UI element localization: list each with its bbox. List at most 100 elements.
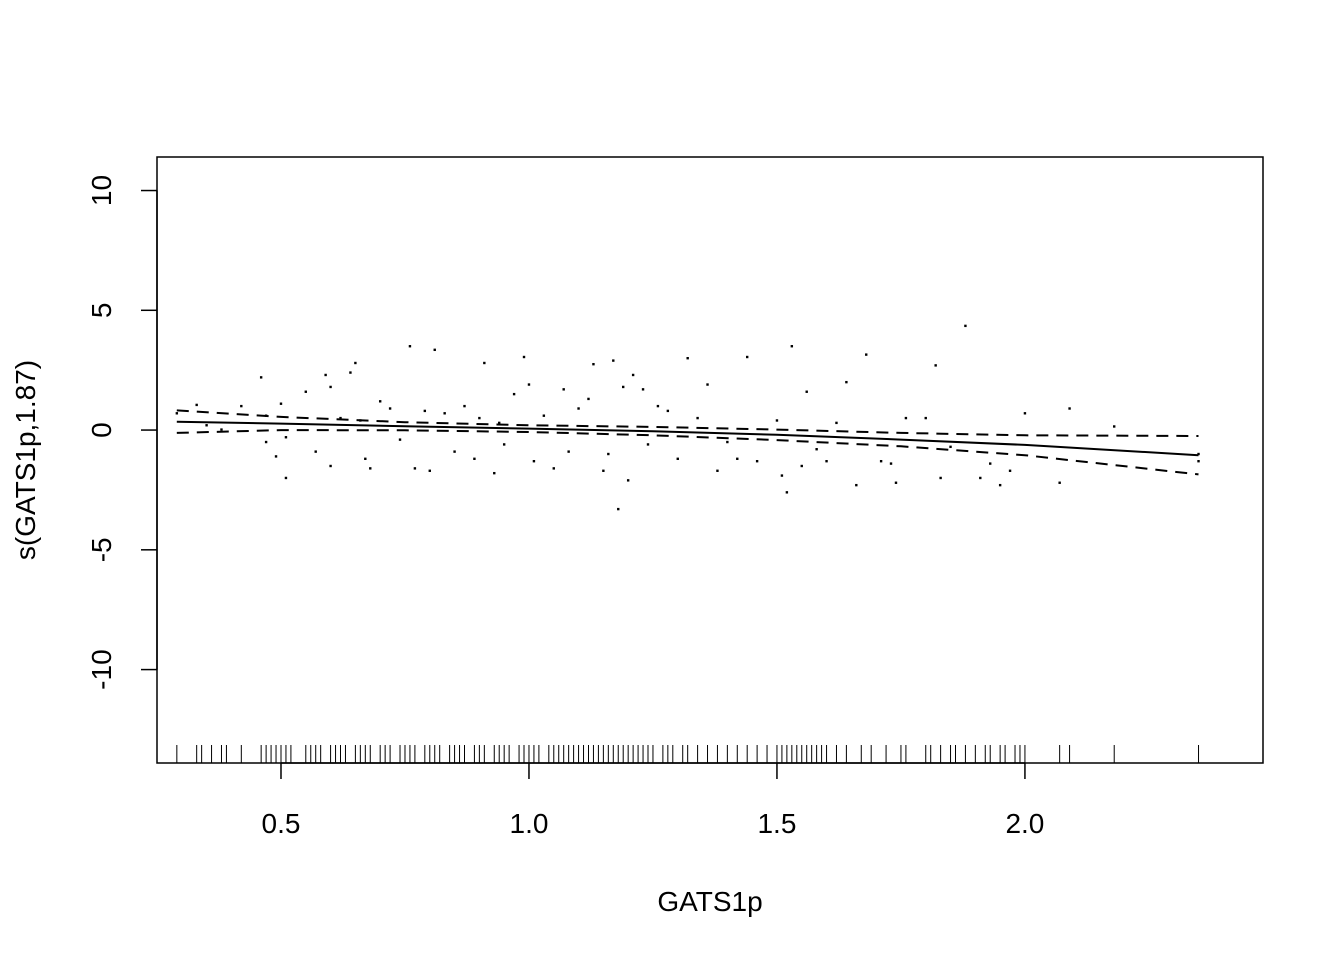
residual-point (612, 359, 615, 362)
residual-point (577, 407, 580, 410)
residual-point (264, 440, 268, 444)
residual-point (646, 443, 650, 446)
residual-point (329, 385, 332, 389)
residual-point (889, 462, 893, 465)
residual-point (364, 457, 367, 461)
residual-point (641, 388, 645, 391)
residual-point (354, 361, 357, 365)
residual-point (656, 404, 660, 408)
residual-point (408, 345, 412, 348)
residual-point (998, 483, 1002, 487)
residual-point (349, 371, 352, 374)
residual-point (562, 388, 565, 391)
residual-point (453, 450, 456, 453)
residual-point (964, 324, 967, 328)
residual-point (324, 373, 327, 377)
residual-point (463, 404, 466, 408)
residual-point (1058, 481, 1061, 484)
residual-point (195, 403, 198, 407)
residual-point (314, 450, 317, 453)
residual-point (423, 409, 427, 413)
residual-point (607, 452, 610, 456)
residual-point (602, 469, 605, 472)
x-tick-label: 1.5 (757, 808, 796, 839)
residual-point (939, 476, 942, 480)
residual-point (413, 467, 417, 470)
y-tick-label: 0 (86, 422, 117, 438)
residual-point (780, 474, 784, 477)
residual-point (825, 459, 828, 463)
residual-point (989, 462, 992, 465)
residual-point (736, 457, 739, 461)
confidence-band-line (176, 429, 1199, 476)
residual-point (775, 419, 779, 422)
residual-point (433, 348, 436, 352)
residual-point (1113, 425, 1116, 428)
residual-point (879, 459, 883, 463)
residual-point (304, 390, 307, 393)
residual-point (532, 459, 536, 463)
residual-point (934, 364, 937, 367)
residual-point (865, 353, 868, 356)
residual-point (527, 383, 531, 386)
residual-point (542, 414, 546, 417)
residual-point (493, 471, 496, 475)
residual-point (552, 467, 555, 470)
y-tick-label: -5 (86, 537, 117, 562)
residual-point (284, 476, 288, 480)
residual-point (676, 457, 679, 461)
smooth-curves (176, 409, 1199, 476)
residual-point (755, 459, 759, 463)
residual-point (398, 438, 402, 441)
residual-point (845, 380, 848, 384)
residual-point (483, 361, 486, 365)
residual-point (1008, 469, 1012, 472)
y-tick-label: -10 (86, 649, 117, 689)
residual-point (388, 407, 392, 410)
residual-point (587, 397, 590, 401)
residual-point (894, 481, 898, 484)
residual-point (473, 457, 476, 461)
residual-point (369, 467, 372, 470)
y-tick-label: 10 (86, 175, 117, 206)
smooth-fit-line (176, 420, 1199, 457)
residual-point (378, 400, 382, 403)
residual-point (855, 483, 858, 487)
residual-point (259, 376, 263, 379)
residual-point (686, 357, 689, 360)
y-axis: -10 -5 0 5 10 (86, 175, 158, 690)
x-tick-label: 1.0 (510, 808, 549, 839)
residual-point (567, 450, 570, 453)
residual-point (745, 355, 749, 359)
residual-point (696, 416, 699, 420)
residual-point (785, 491, 789, 494)
residual-point (1197, 452, 1200, 456)
residual-point (805, 390, 808, 393)
residual-point (631, 373, 635, 377)
rug-marks (176, 745, 1200, 763)
residual-point (626, 479, 630, 482)
residual-point (175, 412, 179, 415)
residual-point (815, 448, 818, 451)
residual-point (478, 416, 481, 420)
residual-point (716, 469, 719, 472)
residual-point (443, 412, 446, 415)
residual-points (175, 324, 1200, 511)
residual-point (329, 464, 332, 468)
residual-point (498, 421, 501, 425)
residual-point (949, 445, 952, 449)
x-axis-title: GATS1p (657, 886, 762, 917)
residual-point (666, 409, 670, 413)
residual-point (502, 443, 506, 446)
residual-point (979, 476, 982, 480)
residual-point (706, 383, 709, 386)
residual-point (512, 392, 516, 396)
residual-point (339, 416, 342, 420)
residual-point (284, 436, 288, 439)
residual-point (800, 464, 803, 468)
x-axis: 0.5 1.0 1.5 2.0 (262, 762, 1044, 839)
residual-point (220, 428, 223, 431)
residual-point (240, 404, 243, 408)
